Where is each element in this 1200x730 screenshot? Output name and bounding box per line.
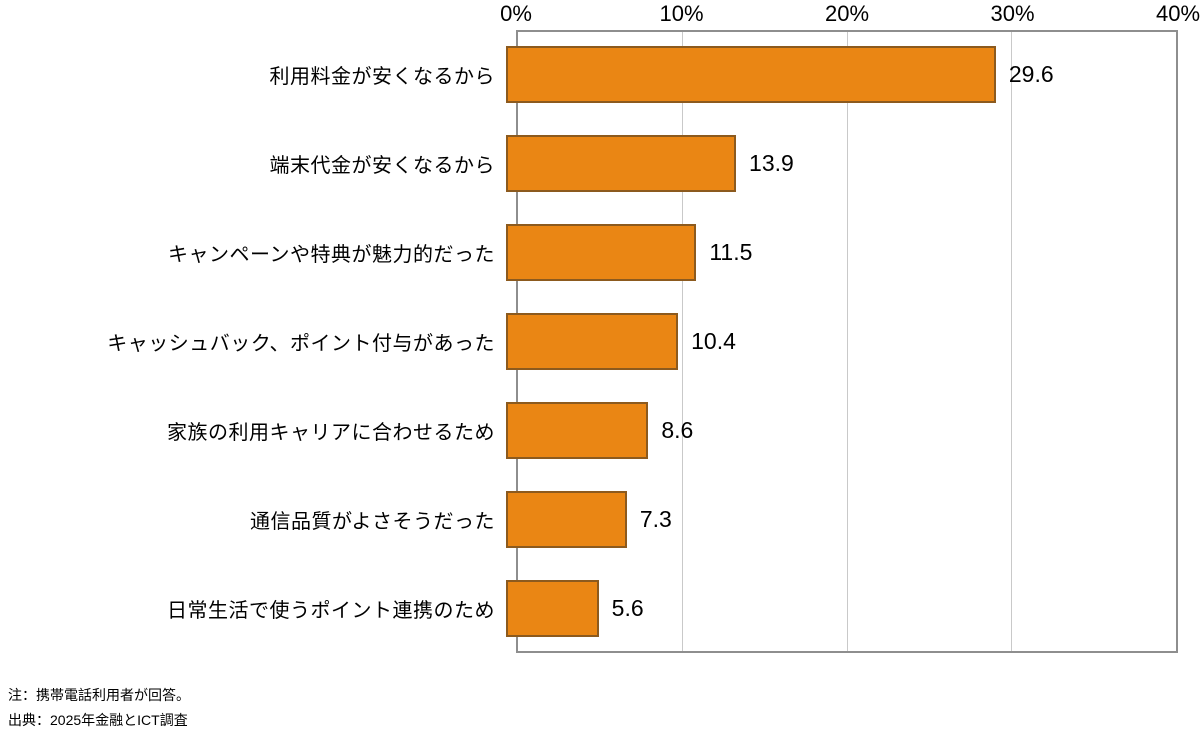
footnotes: 注：携帯電話利用者が回答。 出典：2025年金融とICT調査 (8, 683, 190, 730)
bar-row: キャッシュバック、ポイント付与があった 10.4 (0, 297, 1200, 386)
bar-value-label: 10.4 (691, 328, 736, 354)
bar (506, 135, 737, 192)
bar-track: 10.4 (506, 297, 1168, 386)
bar-value-label: 8.6 (661, 417, 694, 443)
bar-rows: 利用料金が安くなるから 29.6 端末代金が安くなるから 13.9 キャンペーンや特典が… (0, 30, 1200, 653)
category-label: 端末代金が安くなるから (269, 155, 495, 177)
x-tick-label: 40% (1155, 1, 1200, 26)
bar (506, 46, 996, 103)
category-label: 家族の利用キャリアに合わせるため (167, 422, 495, 444)
bar-track: 5.6 (506, 564, 1168, 653)
bar-value-label: 11.5 (709, 239, 753, 265)
bar-row: 端末代金が安くなるから 13.9 (0, 119, 1200, 208)
bar-row: 家族の利用キャリアに合わせるため 8.6 (0, 386, 1200, 475)
x-tick-label: 30% (990, 1, 1035, 26)
bar-track: 8.6 (506, 386, 1168, 475)
bar-row: 利用料金が安くなるから 29.6 (0, 30, 1200, 119)
footnote-source: 出典：2025年金融とICT調査 (8, 712, 188, 728)
bar-track: 7.3 (506, 475, 1168, 564)
x-axis: 0% 10% 20% 30% 40% (500, 0, 1200, 28)
x-tick-label: 20% (824, 1, 870, 26)
bar (506, 224, 697, 281)
bar-track: 11.5 (506, 208, 1168, 297)
category-label: キャンペーンや特典が魅力的だった (168, 244, 495, 266)
x-tick-label: 0% (500, 1, 532, 26)
bar-track: 13.9 (506, 119, 1168, 208)
footnote-note: 注：携帯電話利用者が回答。 (8, 687, 190, 703)
bar (506, 402, 649, 459)
x-tick-label: 10% (659, 1, 704, 26)
bar (506, 313, 679, 370)
category-label: キャッシュバック、ポイント付与があった (107, 333, 495, 355)
bar-value-label: 5.6 (611, 595, 644, 621)
bar-row: キャンペーンや特典が魅力的だった 11.5 (0, 208, 1200, 297)
bar-track: 29.6 (506, 30, 1168, 119)
bar (506, 491, 627, 548)
bar (506, 580, 599, 637)
bar-row: 通信品質がよさそうだった 7.3 (0, 475, 1200, 564)
bar-row: 日常生活で使うポイント連携のため 5.6 (0, 564, 1200, 653)
category-label: 利用料金が安くなるから (269, 66, 495, 88)
category-label: 通信品質がよさそうだった (250, 511, 495, 533)
bar-value-label: 29.6 (1008, 61, 1054, 87)
bar-value-label: 13.9 (749, 150, 794, 176)
bar-value-label: 7.3 (639, 506, 672, 532)
category-label: 日常生活で使うポイント連携のため (167, 600, 495, 622)
